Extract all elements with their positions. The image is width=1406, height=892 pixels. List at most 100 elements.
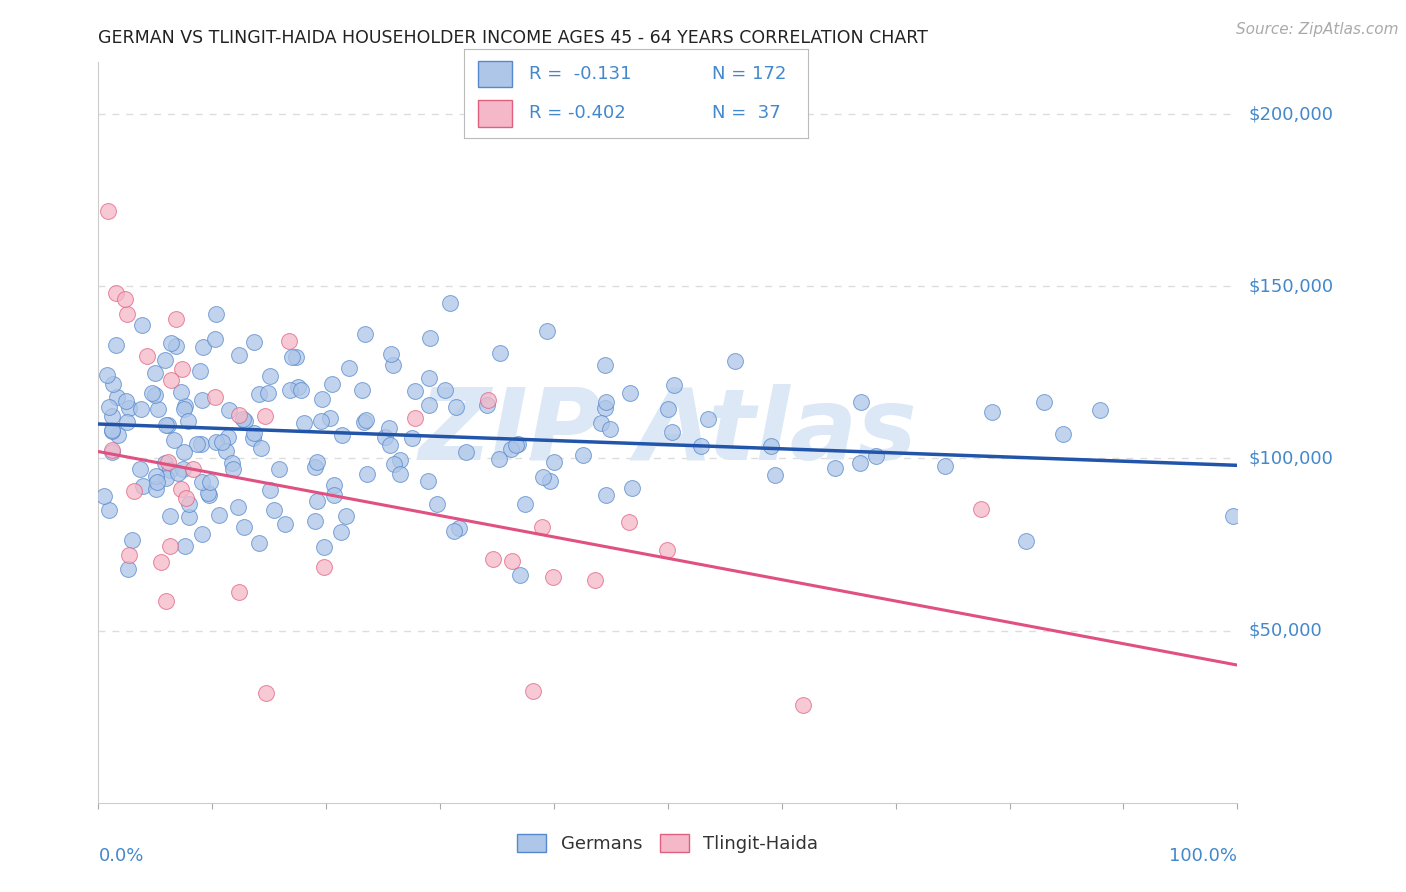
Point xyxy=(121,533,143,547)
Point xyxy=(356,467,378,481)
Point xyxy=(865,450,887,464)
Point xyxy=(501,442,523,456)
Point xyxy=(353,415,375,429)
Legend: Germans, Tlingit-Haida: Germans, Tlingit-Haida xyxy=(510,827,825,861)
Point xyxy=(277,334,299,348)
Point xyxy=(662,377,685,392)
Point xyxy=(141,385,163,400)
Point xyxy=(488,451,510,466)
Point xyxy=(233,414,256,428)
Point xyxy=(330,524,353,539)
Point xyxy=(157,454,180,468)
Point xyxy=(1088,403,1111,417)
Point xyxy=(155,593,177,607)
Point xyxy=(389,452,412,467)
Point xyxy=(1015,533,1038,548)
Point xyxy=(143,387,166,401)
Point xyxy=(163,434,186,448)
Text: 0.0%: 0.0% xyxy=(98,847,143,865)
Text: N =  37: N = 37 xyxy=(711,104,780,122)
Point xyxy=(165,312,187,326)
Point xyxy=(323,478,346,492)
Text: $150,000: $150,000 xyxy=(1249,277,1333,295)
Point xyxy=(197,486,219,500)
Point xyxy=(243,334,266,349)
Point xyxy=(254,409,277,424)
Text: R =  -0.131: R = -0.131 xyxy=(530,65,631,83)
Point xyxy=(105,390,128,404)
Point xyxy=(174,399,197,413)
Point xyxy=(226,500,249,515)
Point xyxy=(150,555,173,569)
Point xyxy=(439,296,461,310)
Point xyxy=(970,501,993,516)
Point xyxy=(509,568,531,582)
Point xyxy=(446,400,468,414)
Point xyxy=(198,475,221,490)
Point xyxy=(153,352,176,367)
Point xyxy=(294,416,316,430)
Text: $200,000: $200,000 xyxy=(1249,105,1333,123)
Point xyxy=(374,430,396,444)
Point xyxy=(381,358,404,372)
Point xyxy=(155,471,177,485)
Point xyxy=(145,469,167,483)
Point xyxy=(254,686,277,700)
Point xyxy=(205,435,228,450)
Point xyxy=(690,439,713,453)
Point xyxy=(337,361,360,376)
Point xyxy=(661,425,683,439)
Point xyxy=(263,503,285,517)
Point xyxy=(124,484,146,499)
Point xyxy=(305,494,328,508)
Point xyxy=(522,683,544,698)
Point xyxy=(166,467,188,481)
Point xyxy=(481,552,503,566)
Point xyxy=(228,348,250,362)
FancyBboxPatch shape xyxy=(478,100,512,127)
Point xyxy=(170,384,193,399)
Point xyxy=(159,509,181,524)
Text: Source: ZipAtlas.com: Source: ZipAtlas.com xyxy=(1236,22,1399,37)
Point xyxy=(146,402,169,417)
Point xyxy=(824,461,846,475)
Point xyxy=(792,698,814,713)
Point xyxy=(287,380,309,394)
Point xyxy=(312,540,335,554)
Text: $100,000: $100,000 xyxy=(1249,450,1333,467)
Point xyxy=(513,497,536,511)
Point xyxy=(309,414,332,428)
Point xyxy=(274,516,297,531)
Point xyxy=(93,489,115,503)
Point xyxy=(354,326,377,341)
Point xyxy=(128,462,150,476)
Text: N = 172: N = 172 xyxy=(711,65,786,83)
Point xyxy=(98,503,121,517)
Point xyxy=(389,467,412,481)
Point xyxy=(304,514,326,528)
Point xyxy=(159,373,181,387)
Point xyxy=(595,394,617,409)
Text: GERMAN VS TLINGIT-HAIDA HOUSEHOLDER INCOME AGES 45 - 64 YEARS CORRELATION CHART: GERMAN VS TLINGIT-HAIDA HOUSEHOLDER INCO… xyxy=(98,29,928,47)
Point xyxy=(257,386,280,401)
FancyBboxPatch shape xyxy=(478,61,512,87)
Point xyxy=(117,562,139,576)
Point xyxy=(177,414,200,428)
Point xyxy=(101,425,124,439)
Point xyxy=(104,286,127,301)
Point xyxy=(319,410,342,425)
Point xyxy=(356,413,378,427)
Point xyxy=(477,393,499,408)
Point xyxy=(174,491,197,505)
Point xyxy=(284,350,307,364)
Point xyxy=(447,521,470,535)
Point xyxy=(143,367,166,381)
Point xyxy=(208,508,231,522)
Point xyxy=(541,570,564,584)
Point xyxy=(759,439,782,453)
Point xyxy=(98,400,121,414)
Point xyxy=(145,475,167,489)
Point xyxy=(259,483,281,498)
Point xyxy=(456,445,478,459)
Point xyxy=(418,371,440,385)
